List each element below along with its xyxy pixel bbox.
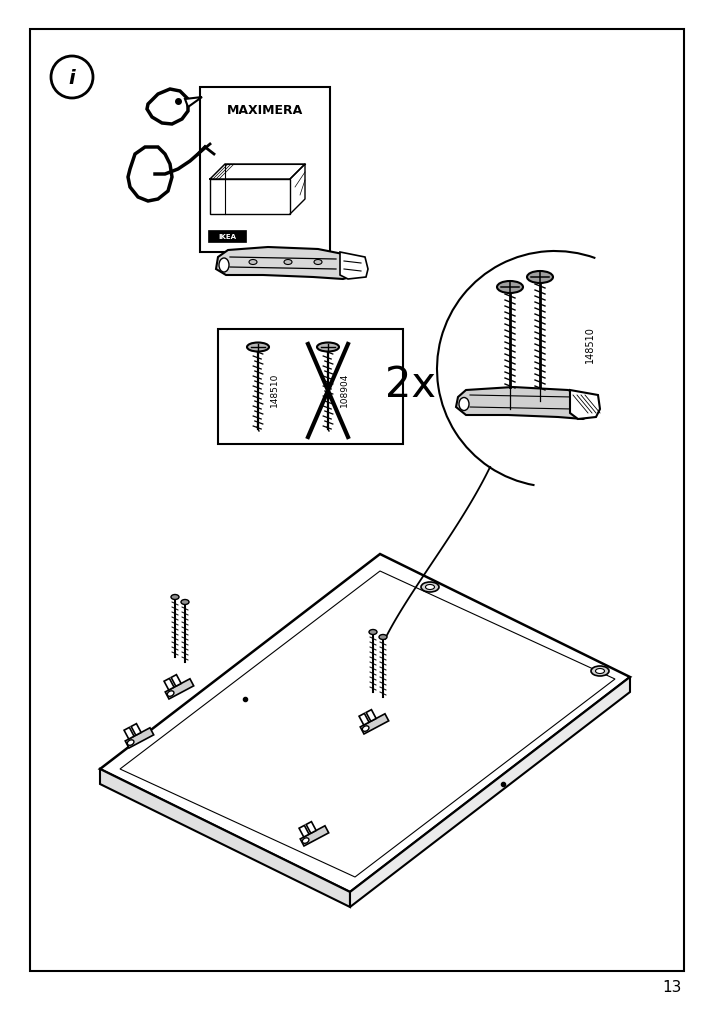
Polygon shape bbox=[210, 180, 290, 214]
Polygon shape bbox=[359, 714, 369, 725]
Ellipse shape bbox=[167, 692, 174, 697]
Text: 13: 13 bbox=[663, 980, 682, 995]
Ellipse shape bbox=[314, 260, 322, 265]
Ellipse shape bbox=[284, 260, 292, 265]
Ellipse shape bbox=[219, 259, 229, 273]
Text: IKEA: IKEA bbox=[218, 234, 236, 240]
Polygon shape bbox=[456, 387, 596, 420]
Ellipse shape bbox=[249, 260, 257, 265]
Text: 148510: 148510 bbox=[269, 372, 278, 406]
Ellipse shape bbox=[591, 666, 609, 676]
Circle shape bbox=[51, 57, 93, 99]
Ellipse shape bbox=[362, 726, 369, 732]
Bar bbox=[218, 330, 403, 445]
Ellipse shape bbox=[497, 282, 523, 294]
Polygon shape bbox=[299, 826, 309, 837]
Ellipse shape bbox=[595, 669, 605, 674]
Ellipse shape bbox=[421, 582, 439, 592]
Polygon shape bbox=[300, 826, 328, 846]
Bar bbox=[208, 231, 246, 243]
Polygon shape bbox=[125, 728, 154, 748]
Polygon shape bbox=[366, 710, 376, 722]
Bar bbox=[200, 88, 330, 253]
Ellipse shape bbox=[527, 272, 553, 284]
Polygon shape bbox=[124, 728, 134, 739]
Ellipse shape bbox=[247, 343, 269, 352]
Ellipse shape bbox=[302, 838, 309, 843]
Polygon shape bbox=[147, 90, 188, 125]
Ellipse shape bbox=[379, 635, 387, 640]
Ellipse shape bbox=[426, 585, 435, 589]
Polygon shape bbox=[340, 253, 368, 280]
Text: 108904: 108904 bbox=[339, 372, 348, 406]
Polygon shape bbox=[216, 248, 363, 280]
Ellipse shape bbox=[369, 630, 377, 635]
Text: 148510: 148510 bbox=[585, 327, 595, 363]
Polygon shape bbox=[171, 675, 181, 686]
Polygon shape bbox=[185, 98, 202, 108]
Polygon shape bbox=[361, 714, 388, 734]
Polygon shape bbox=[165, 679, 193, 700]
Polygon shape bbox=[100, 769, 350, 907]
Ellipse shape bbox=[317, 343, 339, 352]
Polygon shape bbox=[164, 678, 174, 691]
Text: i: i bbox=[69, 69, 75, 87]
Ellipse shape bbox=[181, 600, 189, 605]
Polygon shape bbox=[100, 554, 630, 892]
Text: 2x: 2x bbox=[385, 364, 436, 405]
Ellipse shape bbox=[459, 398, 469, 411]
Polygon shape bbox=[131, 724, 141, 736]
Polygon shape bbox=[306, 822, 316, 833]
Polygon shape bbox=[350, 677, 630, 907]
Polygon shape bbox=[570, 390, 600, 420]
Text: MAXIMERA: MAXIMERA bbox=[227, 103, 303, 116]
Polygon shape bbox=[128, 148, 172, 202]
Ellipse shape bbox=[171, 594, 179, 600]
Ellipse shape bbox=[127, 740, 134, 745]
